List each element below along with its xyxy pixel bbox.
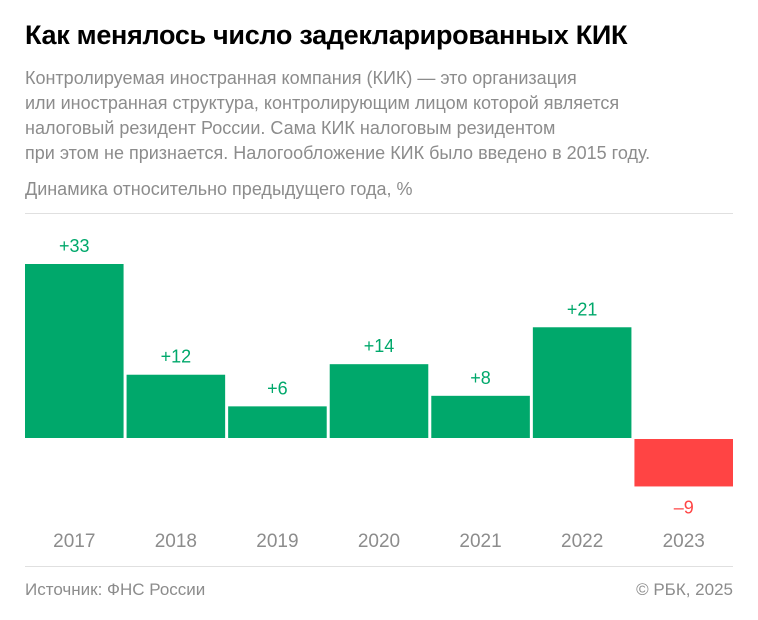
- bar-2019: [228, 406, 327, 438]
- data-label: +14: [364, 336, 395, 356]
- x-tick-label: 2017: [53, 531, 95, 552]
- bottom-divider: [25, 566, 733, 567]
- x-tick-label: 2020: [358, 531, 400, 552]
- x-tick-label: 2019: [256, 531, 298, 552]
- bar-2022: [532, 327, 632, 438]
- x-tick-label: 2022: [561, 531, 603, 552]
- data-label: +6: [267, 378, 288, 398]
- x-tick-label: 2018: [155, 531, 197, 552]
- bar-2021: [431, 395, 530, 438]
- data-label: +33: [59, 236, 90, 256]
- data-label: +8: [470, 368, 491, 388]
- subtitle-line: или иностранная структура, контролирующи…: [25, 93, 620, 113]
- chart-title: Как менялось число задекларированных КИК: [25, 20, 628, 50]
- subtitle-line: Контролируемая иностранная компания (КИК…: [25, 68, 577, 88]
- y-axis-label: Динамика относительно предыдущего года, …: [25, 179, 413, 199]
- bar-2018: [126, 374, 226, 438]
- subtitle-line: при этом не признается. Налогообложение …: [25, 143, 651, 163]
- subtitle-line: налоговый резидент России. Сама КИК нало…: [25, 118, 556, 138]
- data-label: +21: [567, 299, 598, 319]
- data-label: –9: [674, 497, 694, 517]
- x-tick-label: 2023: [663, 531, 705, 552]
- data-label: +12: [161, 347, 192, 367]
- bar-2020: [329, 364, 429, 438]
- chart-subtitle: Контролируемая иностранная компания (КИК…: [25, 66, 745, 166]
- x-tick-label: 2021: [459, 531, 501, 552]
- top-divider: [25, 213, 733, 214]
- source-note: Источник: ФНС России: [25, 580, 206, 599]
- bar-2017: [25, 264, 124, 438]
- copyright: © РБК, 2025: [636, 580, 733, 599]
- bar-2023: [634, 439, 733, 487]
